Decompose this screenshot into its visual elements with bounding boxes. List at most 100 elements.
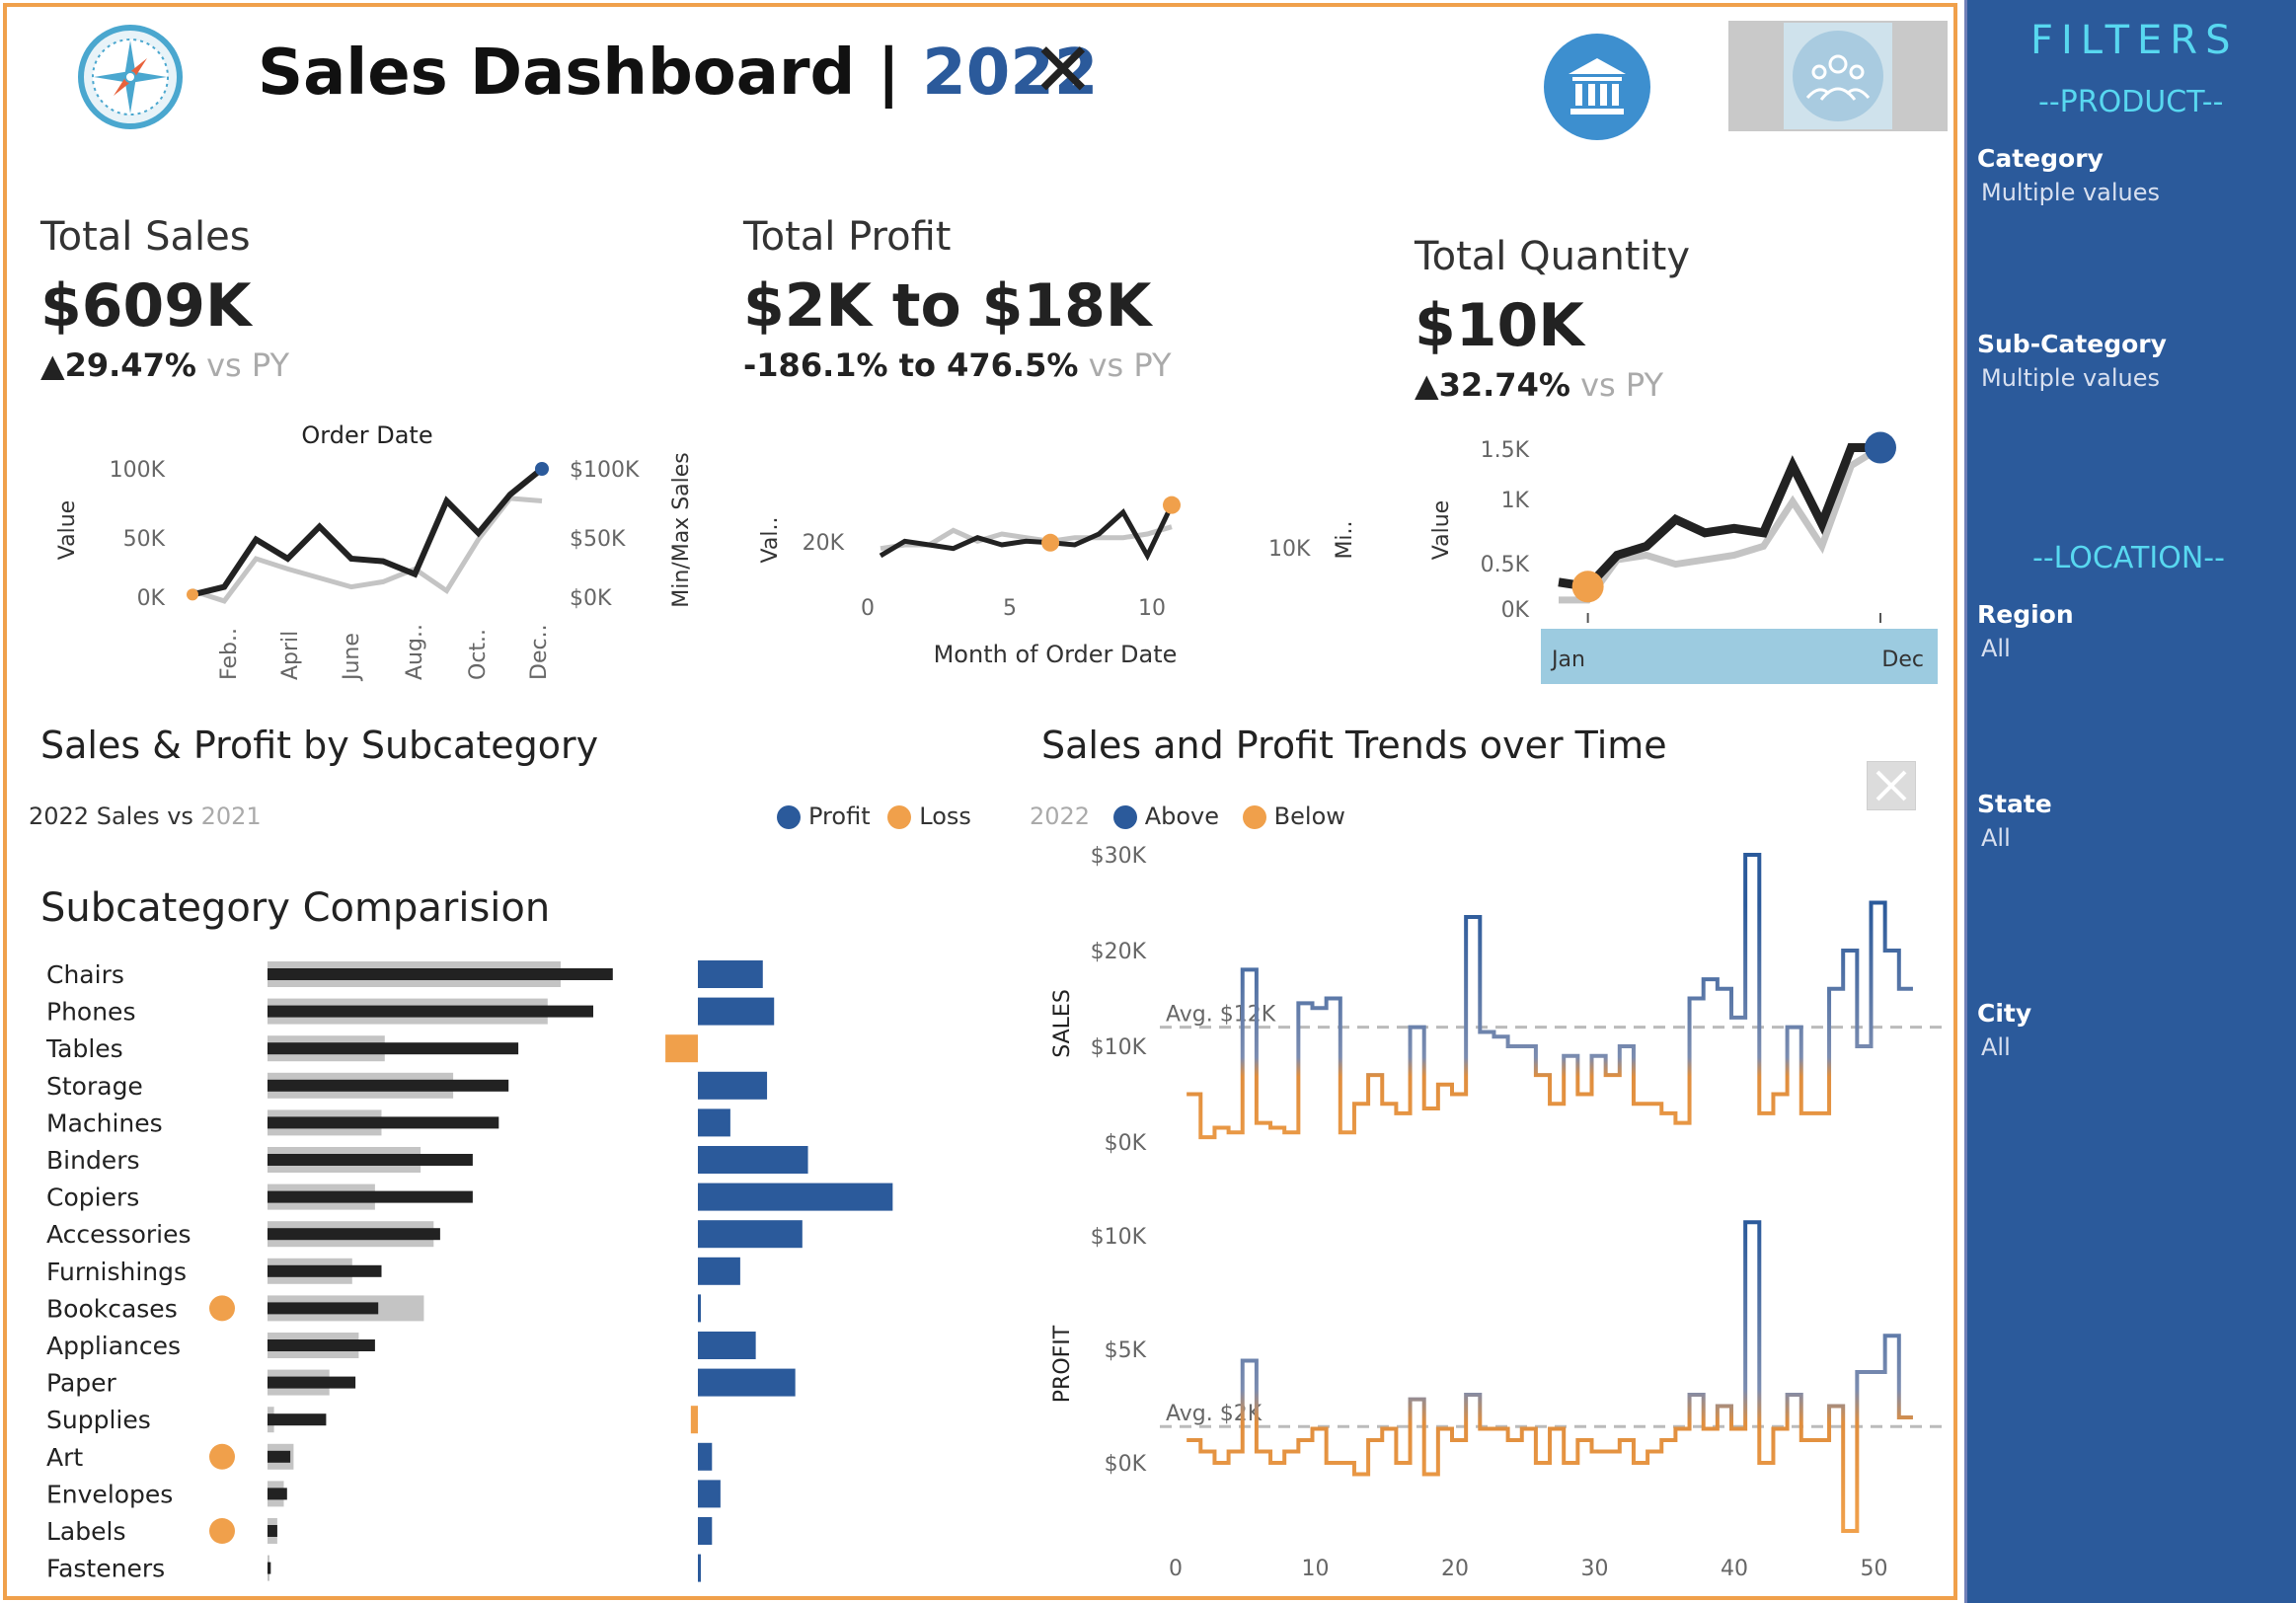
quantity-spark-prior-line — [1559, 444, 1882, 604]
loss-indicator-dot — [209, 1443, 235, 1470]
subcategory-label: Labels — [46, 1517, 125, 1546]
profit-bar[interactable] — [698, 997, 775, 1026]
profit-bar[interactable] — [698, 960, 763, 988]
close-icon[interactable]: ✕ — [1032, 26, 1095, 114]
current-year-sales-bar[interactable] — [268, 1116, 499, 1129]
filter-city-label: City — [1977, 999, 2032, 1028]
sales-axis-label: SALES — [1050, 989, 1075, 1058]
profit-bar[interactable] — [698, 1108, 730, 1137]
current-year-sales-bar[interactable] — [268, 1154, 473, 1166]
profit-bar[interactable] — [698, 1071, 768, 1100]
quantity-ytick: 1K — [1501, 489, 1530, 513]
profit-bar[interactable] — [690, 1406, 698, 1434]
profit-bar[interactable] — [698, 1146, 808, 1174]
total-quantity-delta: ▲32.74% vs PY — [1415, 366, 1663, 404]
current-year-sales-bar[interactable] — [268, 1525, 277, 1537]
loss-indicator-dot — [209, 1518, 235, 1544]
legend-loss-swatch — [887, 805, 912, 829]
quantity-sparkline-chart[interactable]: Value 1.5K 1K 0.5K 0K Jan Dec — [1409, 421, 1957, 688]
filter-state-value[interactable]: All — [1981, 824, 2011, 852]
sales-ytick: $20K — [1091, 940, 1147, 964]
filter-subcategory-value[interactable]: Multiple values — [1981, 364, 2161, 392]
profit-sparkline-xlabel: Month of Order Date — [934, 641, 1178, 668]
quantity-ytick: 1.5K — [1481, 438, 1530, 463]
current-year-sales-bar[interactable] — [268, 1562, 271, 1574]
filter-category[interactable]: Category Multiple values — [1977, 144, 2273, 206]
current-year-sales-bar[interactable] — [268, 1190, 473, 1203]
page-title-year: 2022 — [922, 37, 1099, 110]
filter-category-value[interactable]: Multiple values — [1981, 179, 2161, 206]
legend-loss-label: Loss — [919, 802, 971, 830]
profit-bar[interactable] — [698, 1294, 701, 1323]
sales-sparkline-ylabel: Value — [55, 500, 80, 560]
sales-xtick: Oct.. — [466, 629, 491, 680]
filter-region[interactable]: Region All — [1977, 600, 2273, 662]
current-year-sales-bar[interactable] — [268, 1488, 287, 1500]
subcategory-label: Appliances — [46, 1332, 181, 1360]
profit-sparkline-chart[interactable]: Val.. Mi.. 20K 10K 0 5 10 Month of Order… — [747, 471, 1379, 698]
current-year-sales-bar[interactable] — [268, 968, 613, 980]
profit-bar[interactable] — [698, 1517, 713, 1545]
current-year-sales-bar[interactable] — [268, 1228, 440, 1241]
subtitle-current-year: 2022 Sales vs — [29, 802, 201, 830]
sales-xtick: June — [340, 633, 364, 682]
profit-bar[interactable] — [698, 1368, 796, 1397]
current-year-sales-bar[interactable] — [268, 1302, 379, 1315]
legend-above-label: Above — [1144, 802, 1220, 830]
sales-sparkline-title: Order Date — [301, 421, 432, 449]
profit-bar[interactable] — [698, 1332, 756, 1359]
current-year-sales-bar[interactable] — [268, 1450, 291, 1463]
sales-profit-trends-chart[interactable]: SALES PROFIT $30K $20K $10K $0K Avg. $12K $10… — [1030, 846, 1957, 1596]
profit-bar[interactable] — [665, 1034, 698, 1063]
filter-city-value[interactable]: All — [1981, 1033, 2011, 1061]
current-year-sales-bar[interactable] — [268, 1005, 593, 1018]
sales-xtick: April — [278, 631, 303, 680]
sales-sparkline-chart[interactable]: Order Date Value Min/Max Sales 100K 50K … — [27, 412, 708, 698]
sales-trend-line[interactable] — [1186, 853, 1913, 1140]
filter-city[interactable]: City All — [1977, 999, 2273, 1061]
subcategory-label: Bookcases — [46, 1294, 178, 1323]
filter-subcategory[interactable]: Sub-Category Multiple values — [1977, 330, 2273, 392]
quantity-spark-current-line — [1558, 443, 1880, 592]
quantity-ytick: 0.5K — [1481, 553, 1530, 577]
profit-bar[interactable] — [698, 1220, 803, 1249]
current-year-sales-bar[interactable] — [268, 1079, 509, 1092]
current-year-sales-bar[interactable] — [268, 1339, 375, 1351]
total-profit-value: $2K to $18K — [743, 271, 1152, 341]
legend-profit-swatch — [777, 805, 801, 829]
profit-spark-marker — [1163, 496, 1181, 514]
subcategory-comparison-chart[interactable]: Chairs Phones Tables Storage Machines Binders… — [7, 945, 994, 1596]
profit-bar[interactable] — [698, 1257, 740, 1285]
subtitle-prior-year: 2021 — [200, 802, 262, 830]
profit-bar[interactable] — [698, 1442, 713, 1471]
subcategory-label: Storage — [46, 1072, 143, 1101]
total-sales-delta-value: ▲29.47% — [40, 346, 196, 384]
filter-state[interactable]: State All — [1977, 790, 2273, 852]
filter-subcategory-label: Sub-Category — [1977, 330, 2167, 358]
bank-icon[interactable] — [1543, 33, 1651, 141]
profit-bar[interactable] — [698, 1480, 721, 1508]
quantity-ytick: 0K — [1501, 598, 1530, 623]
profit-bar[interactable] — [698, 1183, 893, 1211]
current-year-sales-bar[interactable] — [268, 1376, 356, 1389]
current-year-sales-bar[interactable] — [268, 1042, 519, 1055]
profit-trend-line[interactable] — [1186, 1220, 1913, 1533]
team-icon — [1784, 23, 1892, 129]
current-year-sales-bar[interactable] — [268, 1264, 382, 1277]
total-profit-vs: vs PY — [1078, 346, 1172, 384]
subcategory-label: Accessories — [46, 1220, 191, 1249]
profit-ytick: $10K — [1091, 1225, 1147, 1250]
trends-close-button[interactable] — [1867, 761, 1916, 810]
sales-ytick: $0K — [1105, 1131, 1147, 1156]
current-year-sales-bar[interactable] — [268, 1413, 327, 1426]
page-title-text: Sales Dashboard | — [258, 37, 923, 110]
page-title: Sales Dashboard | 2022 — [258, 37, 1098, 110]
trends-xtick: 30 — [1581, 1557, 1609, 1581]
dashboard-panel: Sales Dashboard | 2022 ✕ Total Sales $60… — [3, 3, 1957, 1600]
sales-spark-marker — [187, 588, 198, 601]
subcategory-label: Machines — [46, 1108, 163, 1137]
profit-ytick: $5K — [1105, 1338, 1147, 1363]
filter-region-value[interactable]: All — [1981, 635, 2011, 662]
total-sales-delta: ▲29.47% vs PY — [40, 346, 289, 384]
profit-bar[interactable] — [698, 1554, 701, 1582]
